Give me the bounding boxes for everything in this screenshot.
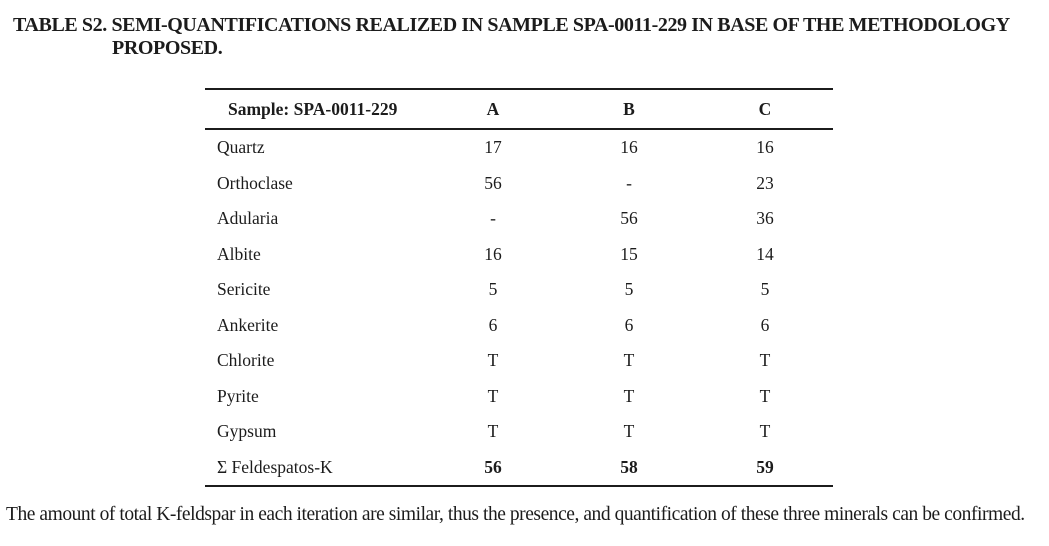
caption-line-1: TABLE S2. SEMI-QUANTIFICATIONS REALIZED …: [13, 14, 1010, 36]
value-cell-b: 5: [624, 279, 634, 300]
value-cell-a: 56: [484, 172, 502, 193]
value-cell-b: -: [626, 172, 632, 193]
table-row: Quartz 17 16 16: [205, 129, 833, 166]
value-cell-b: 58: [620, 456, 638, 477]
table-row: Albite 16 15 14: [205, 237, 833, 273]
value-cell-a: T: [487, 350, 499, 371]
value-cell-c: T: [759, 385, 771, 406]
footnote: The amount of total K-feldspar in each i…: [6, 504, 1025, 525]
value-cell-b: 56: [620, 208, 638, 229]
value-cell-c: 23: [756, 172, 774, 193]
value-cell-c: 36: [756, 208, 774, 229]
value-cell-a: T: [487, 385, 499, 406]
column-header-a: A: [425, 89, 561, 130]
table-caption: TABLE S2. SEMI-QUANTIFICATIONS REALIZED …: [13, 14, 1010, 60]
column-header-c: C: [697, 89, 833, 130]
value-cell-b: 6: [624, 314, 634, 335]
sample-header-cell: Sample: SPA-0011-229: [205, 89, 425, 130]
value-cell-a: 16: [484, 243, 502, 264]
mineral-name-cell: Ankerite: [217, 314, 279, 335]
value-cell-c: 59: [756, 456, 774, 477]
value-cell-b: T: [623, 421, 635, 442]
value-cell-b: 15: [620, 243, 638, 264]
mineral-name-cell: Sericite: [217, 279, 271, 300]
table-row: Ankerite 6 6 6: [205, 308, 833, 344]
value-cell-b: 16: [620, 137, 638, 158]
table-row: Chlorite T T T: [205, 343, 833, 379]
table-row: Orthoclase 56 - 23: [205, 166, 833, 202]
mineral-name-cell: Albite: [217, 243, 261, 264]
table-row: Gypsum T T T: [205, 414, 833, 450]
mineral-name-cell: Gypsum: [217, 421, 277, 442]
value-cell-b: T: [623, 350, 635, 371]
value-cell-b: T: [623, 385, 635, 406]
mineral-name-cell: Σ Feldespatos-K: [217, 456, 333, 477]
value-cell-c: 5: [760, 279, 770, 300]
value-cell-a: 56: [484, 456, 502, 477]
value-cell-c: 16: [756, 137, 774, 158]
value-cell-a: 6: [488, 314, 498, 335]
value-cell-c: T: [759, 421, 771, 442]
value-cell-c: T: [759, 350, 771, 371]
mineral-name-cell: Quartz: [217, 137, 265, 158]
table-row: Adularia - 56 36: [205, 201, 833, 237]
mineral-name-cell: Chlorite: [217, 350, 275, 371]
value-cell-c: 14: [756, 243, 774, 264]
column-header-b: B: [561, 89, 697, 130]
table-row: Pyrite T T T: [205, 379, 833, 415]
table-header-row: Sample: SPA-0011-229 A B C: [205, 89, 833, 130]
value-cell-a: 5: [488, 279, 498, 300]
mineral-name-cell: Orthoclase: [217, 172, 293, 193]
mineral-name-cell: Adularia: [217, 208, 279, 229]
table-row: Σ Feldespatos-K 56 58 59: [205, 450, 833, 487]
caption-line-2: PROPOSED.: [112, 37, 223, 59]
quantification-table: Sample: SPA-0011-229 A B C Quartz 17 16 16 O…: [205, 88, 833, 487]
table-row: Sericite 5 5 5: [205, 272, 833, 308]
value-cell-a: -: [490, 208, 496, 229]
value-cell-c: 6: [760, 314, 770, 335]
value-cell-a: 17: [484, 137, 502, 158]
mineral-name-cell: Pyrite: [217, 385, 259, 406]
value-cell-a: T: [487, 421, 499, 442]
